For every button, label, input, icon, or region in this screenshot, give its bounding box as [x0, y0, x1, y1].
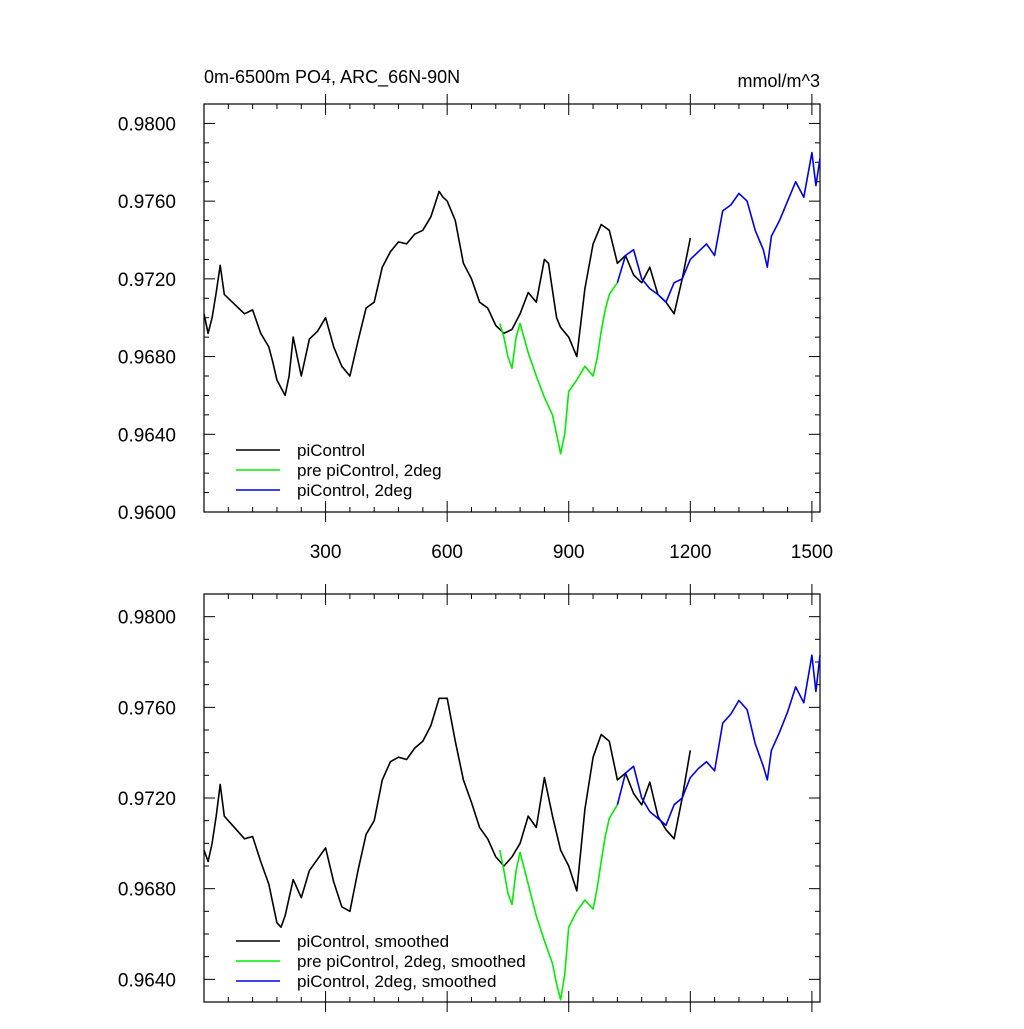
series-line-1-1 — [203, 190, 692, 397]
y-tick-label: 0.9760 — [118, 192, 176, 213]
legend-label: piControl — [297, 441, 365, 460]
x-tick-label: 1500 — [791, 542, 833, 563]
series-line-1-3 — [616, 151, 821, 303]
legend-label: pre piControl, 2deg — [297, 461, 442, 480]
chart-title: 0m-6500m PO4, ARC_66N-90N — [204, 67, 460, 88]
y-tick-label: 0.9640 — [118, 970, 176, 991]
plot-frame-1 — [203, 103, 821, 513]
y-tick-label: 0.9760 — [118, 698, 176, 719]
y-tick-label: 0.9720 — [118, 789, 176, 810]
y-tick-label: 0.9800 — [118, 608, 176, 629]
y-tick-label: 0.9680 — [118, 348, 176, 369]
x-tick-label: 1200 — [669, 542, 711, 563]
x-tick-label: 600 — [431, 542, 463, 563]
series-line-2-1 — [203, 697, 692, 928]
x-tick-label: 300 — [310, 542, 342, 563]
legend-label: piControl, 2deg — [297, 481, 412, 500]
y-tick-label: 0.9680 — [118, 880, 176, 901]
legend-label: pre piControl, 2deg, smoothed — [297, 952, 526, 971]
series-line-1-2 — [499, 282, 619, 455]
y-tick-label: 0.9640 — [118, 425, 176, 446]
series-line-2-2 — [499, 804, 619, 1001]
units-label: mmol/m^3 — [738, 71, 820, 91]
x-tick-label: 900 — [553, 542, 585, 563]
legend-label: piControl, smoothed — [297, 932, 449, 951]
y-tick-label: 0.9800 — [118, 114, 176, 135]
series-line-2-3 — [616, 654, 821, 826]
y-tick-label: 0.9720 — [118, 270, 176, 291]
y-tick-label: 0.9600 — [118, 503, 176, 524]
legend-label: piControl, 2deg, smoothed — [297, 972, 496, 991]
